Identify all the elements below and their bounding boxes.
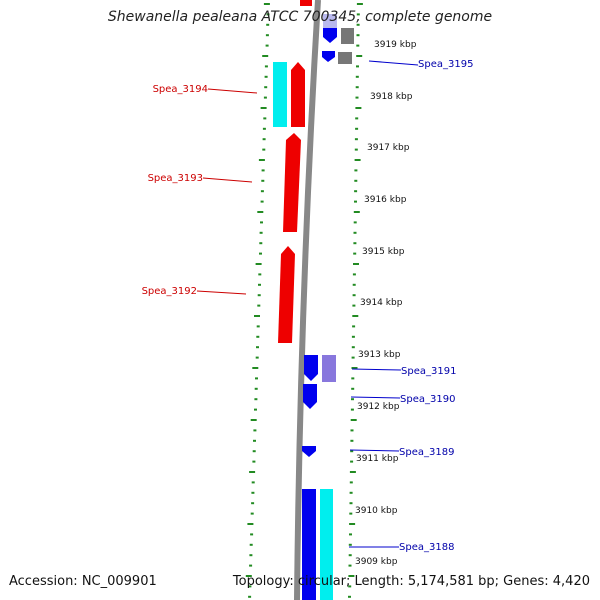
scale-label: 3915 kbp bbox=[362, 247, 405, 257]
scale-label: 3917 kbp bbox=[367, 143, 410, 153]
scale-label: 3911 kbp bbox=[356, 454, 399, 464]
gene-label-spea-3191[interactable]: Spea_3191 bbox=[401, 366, 456, 377]
gene-label-spea-3193[interactable]: Spea_3193 bbox=[148, 173, 203, 184]
gene-label-spea-3188[interactable]: Spea_3188 bbox=[399, 542, 454, 553]
topology-label: Topology: circular; Length: 5,174,581 bp… bbox=[232, 574, 590, 589]
gene-spea-3189 bbox=[302, 446, 316, 457]
gene-label-spea-3192[interactable]: Spea_3192 bbox=[142, 286, 197, 297]
gene-label-spea-3190[interactable]: Spea_3190 bbox=[400, 394, 455, 405]
genome-backbone bbox=[294, 0, 321, 600]
scale-label: 3914 kbp bbox=[360, 298, 403, 308]
label-leader-line bbox=[207, 88, 258, 94]
scale-label: 3909 kbp bbox=[355, 557, 398, 567]
accession-label: Accession: NC_009901 bbox=[9, 574, 157, 589]
reverse-gene-labels: Spea_3194 Spea_3193 Spea_3192 bbox=[142, 84, 258, 297]
label-leader-line bbox=[196, 290, 247, 295]
inner-tick-ring bbox=[245, 3, 270, 598]
rna-feature-spea-3188 bbox=[320, 489, 333, 600]
label-leader-line bbox=[202, 177, 253, 183]
scale-label: 3913 kbp bbox=[358, 350, 401, 360]
gene-spea-3191 bbox=[304, 355, 318, 381]
gene-label-spea-3194[interactable]: Spea_3194 bbox=[153, 84, 208, 95]
gene-spea-3194 bbox=[291, 62, 305, 127]
tick-rings bbox=[245, 3, 363, 598]
gene-spea-3192 bbox=[278, 246, 295, 343]
scale-label: 3919 kbp bbox=[374, 40, 417, 50]
gray-feature-top bbox=[341, 28, 354, 44]
forward-gene-labels: Spea_3195 Spea_3191 Spea_3190 Spea_3189 … bbox=[349, 59, 473, 553]
gene-spea-3190 bbox=[303, 384, 317, 409]
map-title: Shewanella pealeana ATCC 700345, complet… bbox=[107, 9, 493, 25]
scale-label: 3910 kbp bbox=[355, 506, 398, 516]
scale-label: 3918 kbp bbox=[370, 92, 413, 102]
gene-top-forward bbox=[323, 28, 337, 43]
misc-feature-top bbox=[323, 14, 337, 32]
gene-spea-3195 bbox=[322, 51, 335, 62]
scale-label: 3912 kbp bbox=[357, 402, 400, 412]
gene-spea-3193 bbox=[283, 133, 301, 232]
gray-feature-spea-3195 bbox=[338, 52, 352, 64]
misc-feature-spea-3191 bbox=[322, 355, 336, 382]
label-leader-line bbox=[349, 449, 400, 452]
reverse-strand-features bbox=[273, 0, 312, 343]
label-leader-line bbox=[350, 396, 401, 399]
rna-feature-top bbox=[300, 0, 312, 6]
gene-label-spea-3195[interactable]: Spea_3195 bbox=[418, 59, 473, 70]
label-leader-line bbox=[351, 368, 402, 371]
scale-label: 3916 kbp bbox=[364, 195, 407, 205]
scale-labels: 3919 kbp 3918 kbp 3917 kbp 3916 kbp 3915… bbox=[355, 40, 417, 567]
label-leader-line bbox=[368, 60, 419, 66]
outer-tick-ring bbox=[348, 3, 363, 598]
rna-feature-spea-3194 bbox=[273, 62, 287, 127]
forward-strand-features bbox=[302, 14, 354, 600]
gene-spea-3188 bbox=[302, 489, 316, 600]
gene-label-spea-3189[interactable]: Spea_3189 bbox=[399, 447, 454, 458]
